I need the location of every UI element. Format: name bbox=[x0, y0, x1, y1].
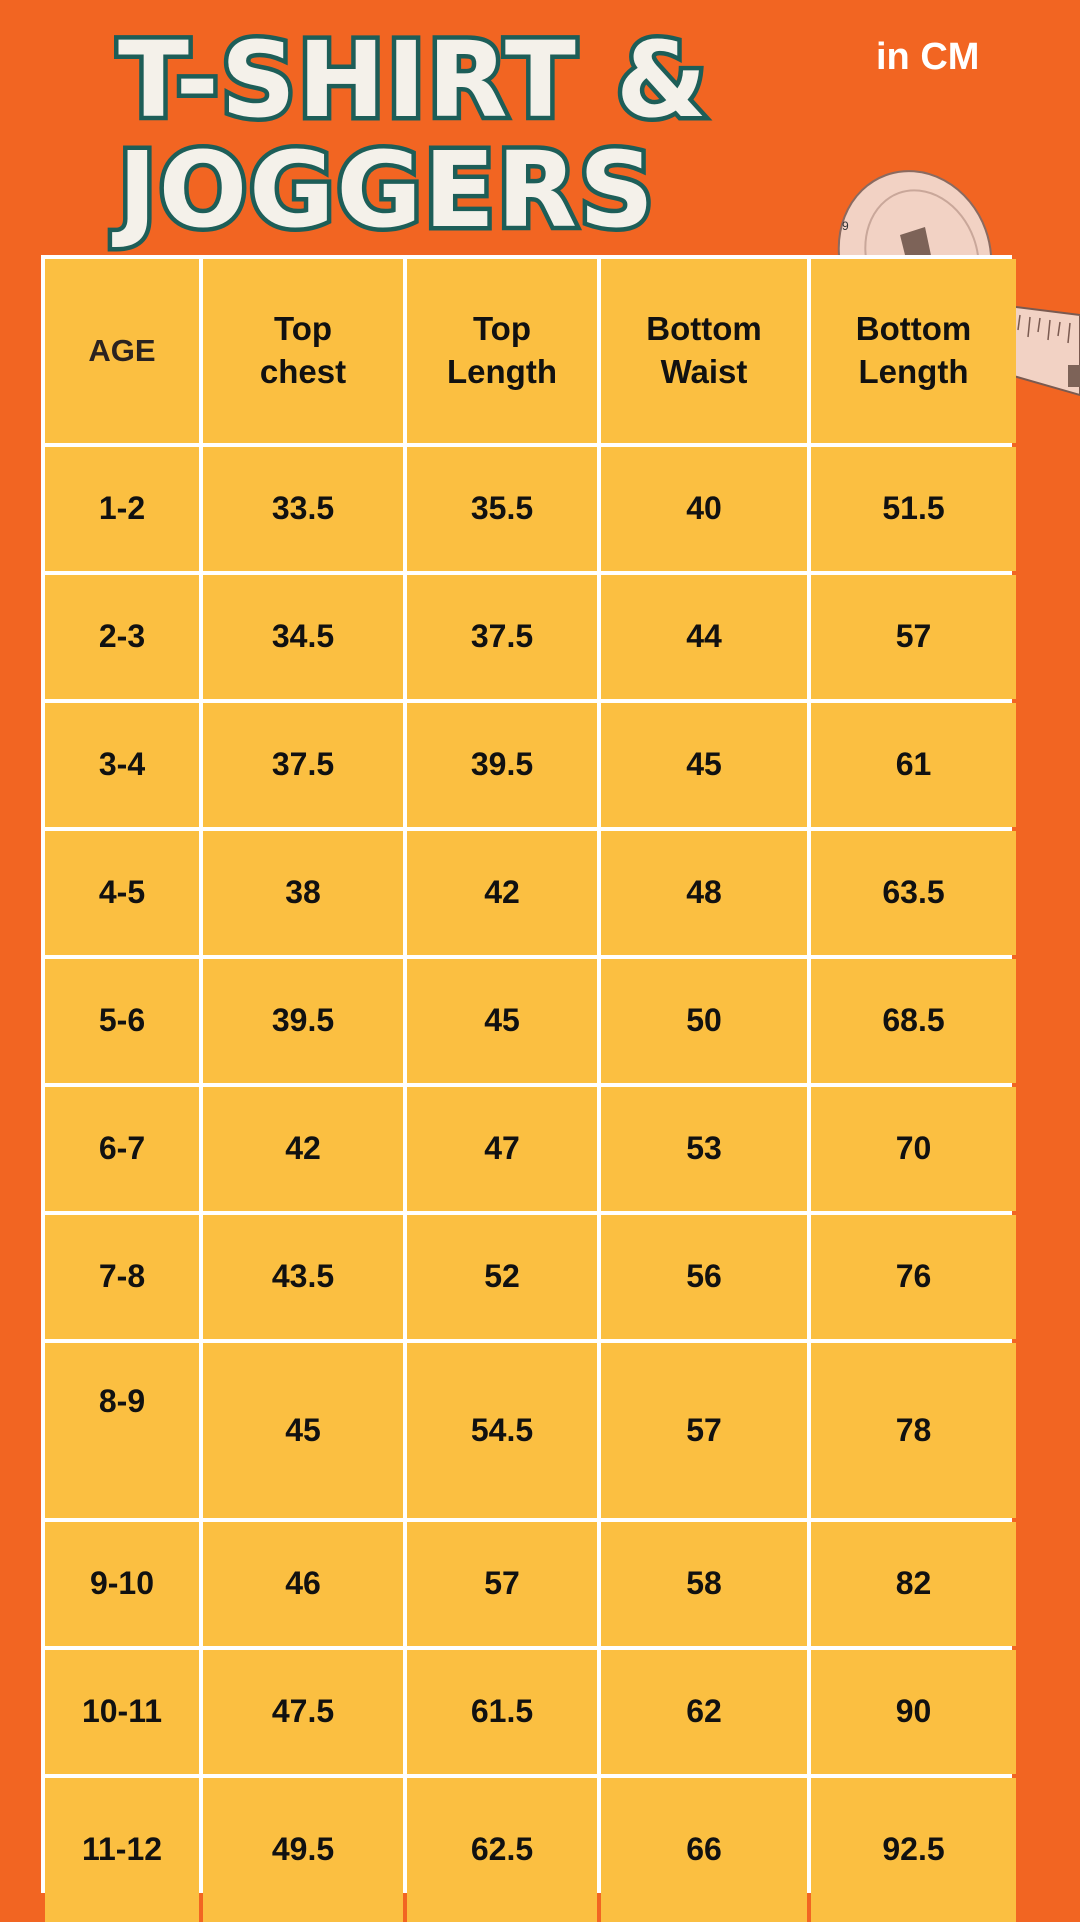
header-top-length: Top Length bbox=[407, 259, 597, 443]
cell-top-length: 37.5 bbox=[407, 575, 597, 699]
cell-age: 11-12 bbox=[45, 1778, 199, 1922]
cell-bottom-length: 78 bbox=[811, 1343, 1016, 1518]
cell-bottom-length: 61 bbox=[811, 703, 1016, 827]
cell-age: 9-10 bbox=[45, 1522, 199, 1646]
cell-age: 1-2 bbox=[45, 447, 199, 571]
cell-top-chest: 46 bbox=[203, 1522, 403, 1646]
cell-bottom-length: 90 bbox=[811, 1650, 1016, 1774]
cell-bottom-waist: 45 bbox=[601, 703, 807, 827]
cell-bottom-length: 70 bbox=[811, 1087, 1016, 1211]
cell-top-chest: 45 bbox=[203, 1343, 403, 1518]
cell-age: 8-9 bbox=[45, 1343, 199, 1518]
header-top-chest: Top chest bbox=[203, 259, 403, 443]
cell-bottom-waist: 62 bbox=[601, 1650, 807, 1774]
cell-top-length: 42 bbox=[407, 831, 597, 955]
cell-top-chest: 34.5 bbox=[203, 575, 403, 699]
cell-bottom-length: 76 bbox=[811, 1215, 1016, 1339]
cell-age: 2-3 bbox=[45, 575, 199, 699]
cell-top-length: 39.5 bbox=[407, 703, 597, 827]
cell-bottom-waist: 57 bbox=[601, 1343, 807, 1518]
cell-bottom-length: 92.5 bbox=[811, 1778, 1016, 1922]
cell-top-chest: 43.5 bbox=[203, 1215, 403, 1339]
title-line-1: T-SHIRT & bbox=[114, 19, 712, 141]
cell-top-chest: 49.5 bbox=[203, 1778, 403, 1922]
cell-age: 3-4 bbox=[45, 703, 199, 827]
cell-bottom-waist: 44 bbox=[601, 575, 807, 699]
cell-bottom-waist: 58 bbox=[601, 1522, 807, 1646]
cell-top-chest: 33.5 bbox=[203, 447, 403, 571]
cell-bottom-length: 68.5 bbox=[811, 959, 1016, 1083]
cell-top-length: 52 bbox=[407, 1215, 597, 1339]
cell-top-chest: 39.5 bbox=[203, 959, 403, 1083]
cell-bottom-waist: 53 bbox=[601, 1087, 807, 1211]
cell-top-chest: 42 bbox=[203, 1087, 403, 1211]
cell-top-length: 45 bbox=[407, 959, 597, 1083]
cell-bottom-length: 57 bbox=[811, 575, 1016, 699]
cell-top-chest: 37.5 bbox=[203, 703, 403, 827]
cell-bottom-waist: 50 bbox=[601, 959, 807, 1083]
cell-bottom-waist: 40 bbox=[601, 447, 807, 571]
cell-top-chest: 47.5 bbox=[203, 1650, 403, 1774]
cell-bottom-waist: 66 bbox=[601, 1778, 807, 1922]
cell-age: 6-7 bbox=[45, 1087, 199, 1211]
cell-top-length: 47 bbox=[407, 1087, 597, 1211]
cell-age: 5-6 bbox=[45, 959, 199, 1083]
cell-top-length: 35.5 bbox=[407, 447, 597, 571]
header-age: AGE bbox=[45, 259, 199, 443]
cell-age: 10-11 bbox=[45, 1650, 199, 1774]
svg-text:9: 9 bbox=[842, 219, 849, 233]
cell-top-chest: 38 bbox=[203, 831, 403, 955]
header-bottom-length: Bottom Length bbox=[811, 259, 1016, 443]
cell-age: 4-5 bbox=[45, 831, 199, 955]
header-bottom-waist: Bottom Waist bbox=[601, 259, 807, 443]
cell-top-length: 61.5 bbox=[407, 1650, 597, 1774]
cell-bottom-length: 63.5 bbox=[811, 831, 1016, 955]
cell-bottom-waist: 48 bbox=[601, 831, 807, 955]
units-label: in CM bbox=[876, 36, 980, 78]
cell-top-length: 54.5 bbox=[407, 1343, 597, 1518]
cell-top-length: 62.5 bbox=[407, 1778, 597, 1922]
size-chart-table: AGE Top chest Top Length Bottom Waist Bottom… bbox=[41, 255, 1016, 1922]
cell-bottom-waist: 56 bbox=[601, 1215, 807, 1339]
cell-bottom-length: 51.5 bbox=[811, 447, 1016, 571]
title-line-2: JOGGERS bbox=[114, 129, 659, 251]
cell-top-length: 57 bbox=[407, 1522, 597, 1646]
cell-age: 7-8 bbox=[45, 1215, 199, 1339]
cell-bottom-length: 82 bbox=[811, 1522, 1016, 1646]
